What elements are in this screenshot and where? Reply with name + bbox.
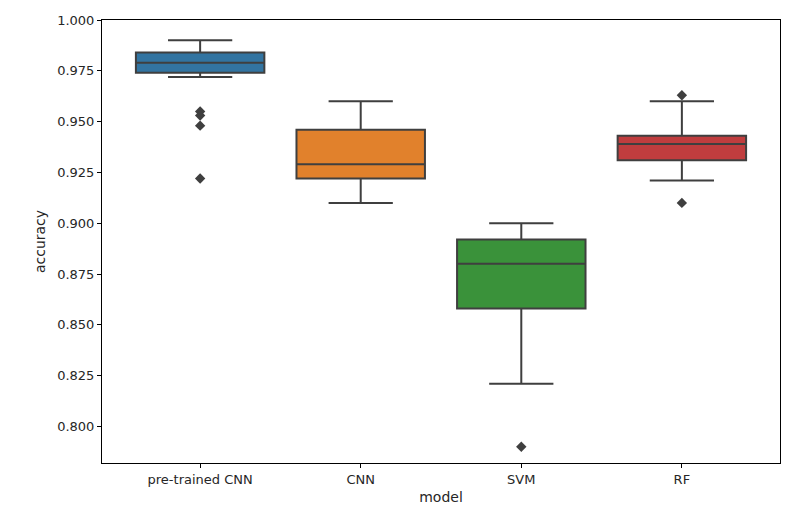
svg-text:0.800: 0.800 bbox=[57, 419, 94, 434]
svg-text:accuracy: accuracy bbox=[32, 210, 48, 273]
svg-text:0.925: 0.925 bbox=[57, 165, 94, 180]
svg-text:0.850: 0.850 bbox=[57, 317, 94, 332]
svg-text:SVM: SVM bbox=[507, 472, 535, 487]
svg-text:model: model bbox=[419, 489, 463, 505]
svg-text:0.950: 0.950 bbox=[57, 114, 94, 129]
svg-text:0.900: 0.900 bbox=[57, 216, 94, 231]
svg-text:pre-trained CNN: pre-trained CNN bbox=[148, 472, 253, 487]
svg-text:0.825: 0.825 bbox=[57, 368, 94, 383]
svg-text:0.875: 0.875 bbox=[57, 267, 94, 282]
svg-text:0.975: 0.975 bbox=[57, 63, 94, 78]
svg-text:RF: RF bbox=[674, 472, 691, 487]
svg-text:1.000: 1.000 bbox=[57, 13, 94, 28]
svg-text:CNN: CNN bbox=[346, 472, 375, 487]
